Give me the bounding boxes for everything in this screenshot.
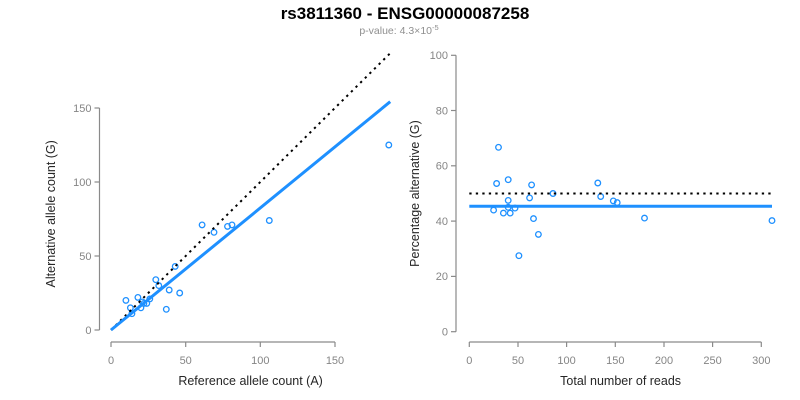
- x-tick-label: 100: [557, 355, 575, 367]
- pvalue-exponent: -5: [432, 23, 439, 32]
- y-tick-label: 0: [85, 325, 91, 337]
- y-axis-title: Percentage alternative (G): [408, 120, 422, 267]
- x-tick-label: 250: [703, 355, 721, 367]
- data-point: [504, 196, 512, 204]
- x-tick-label: 150: [606, 355, 624, 367]
- y-tick-label: 80: [436, 105, 448, 117]
- data-point: [609, 197, 617, 205]
- data-point: [504, 176, 512, 184]
- fit-line: [110, 100, 392, 332]
- data-point: [385, 141, 393, 149]
- data-point: [534, 230, 542, 238]
- data-point: [530, 215, 537, 223]
- y-tick-label: 20: [436, 271, 448, 283]
- figure-title: rs3811360 - ENSG00000087258: [281, 4, 530, 23]
- data-point: [641, 214, 648, 222]
- data-point: [134, 293, 142, 301]
- data-point: [768, 217, 776, 225]
- y-axis-title: Alternative allele count (G): [44, 140, 58, 287]
- data-point: [140, 299, 148, 307]
- x-tick-label: 200: [655, 355, 673, 367]
- data-point: [165, 286, 173, 294]
- x-tick-label: 50: [512, 355, 524, 367]
- pvalue-text: p-value: 4.3×10: [359, 25, 432, 37]
- data-point: [594, 179, 602, 187]
- x-tick-label: 150: [326, 355, 344, 367]
- data-point: [162, 305, 170, 313]
- x-axis-title: Total number of reads: [560, 374, 681, 388]
- y-tick-label: 0: [442, 327, 448, 339]
- y-tick-label: 150: [73, 103, 91, 115]
- y-tick-label: 100: [73, 177, 91, 189]
- x-tick-label: 50: [180, 355, 192, 367]
- data-point: [528, 181, 536, 189]
- data-point: [210, 228, 218, 236]
- data-point: [597, 193, 605, 200]
- data-point: [122, 296, 130, 304]
- data-point: [495, 143, 502, 151]
- data-point: [506, 209, 514, 217]
- data-point: [171, 262, 179, 270]
- data-point: [493, 180, 501, 187]
- x-axis-title: Reference allele count (A): [178, 374, 323, 388]
- data-point: [515, 252, 523, 260]
- y-tick-label: 100: [430, 50, 448, 62]
- data-point: [176, 289, 184, 297]
- x-tick-label: 0: [108, 355, 114, 367]
- y-tick-label: 50: [79, 251, 91, 263]
- y-tick-label: 40: [436, 216, 448, 228]
- data-point: [499, 209, 507, 217]
- figure-subtitle: p-value: 4.3×10-5: [359, 23, 438, 37]
- data-point: [490, 206, 498, 214]
- x-tick-label: 0: [466, 355, 472, 367]
- x-tick-label: 100: [251, 355, 269, 367]
- data-point: [198, 221, 206, 229]
- percentage-panel: 0 20 40 60 80 100 0 50 100 150 200 250 300 Total numb…: [408, 50, 776, 388]
- y-tick-label: 60: [436, 161, 448, 173]
- identity-line: [110, 52, 391, 331]
- data-point: [152, 276, 160, 284]
- data-point: [224, 222, 231, 230]
- data-point: [228, 221, 236, 229]
- data-point: [265, 217, 273, 224]
- x-tick-label: 300: [752, 355, 770, 367]
- data-point: [526, 194, 534, 202]
